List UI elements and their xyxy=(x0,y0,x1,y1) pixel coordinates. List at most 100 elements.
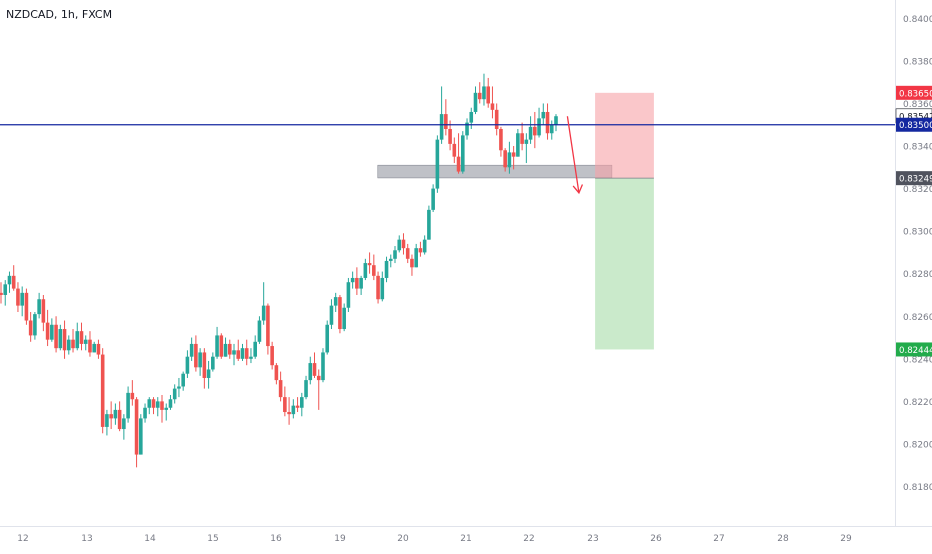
x-tick-label: 15 xyxy=(207,534,218,544)
candle-body xyxy=(151,399,156,408)
candle-body xyxy=(287,412,291,415)
candle-body xyxy=(308,363,313,381)
candle-body xyxy=(75,331,80,349)
candle-body xyxy=(490,103,495,110)
candle-body xyxy=(291,405,296,415)
candle-body xyxy=(28,320,33,336)
x-tick-label: 29 xyxy=(840,534,852,544)
price-label-box xyxy=(896,342,932,357)
candle-body xyxy=(257,320,262,342)
candle-body xyxy=(105,414,109,427)
candle-body xyxy=(397,239,402,251)
candle-body xyxy=(338,297,342,330)
price-label-box xyxy=(896,171,932,186)
candle-body xyxy=(240,348,245,359)
candle-body xyxy=(376,275,380,300)
down-arrow-head xyxy=(572,184,584,195)
candle-body xyxy=(266,305,270,347)
candle-body xyxy=(482,86,486,100)
candle-body xyxy=(134,399,139,455)
candle-body xyxy=(473,92,478,112)
candle-body xyxy=(3,284,8,295)
candle-body xyxy=(20,292,24,306)
x-tick-label: 27 xyxy=(713,534,724,544)
candle-body xyxy=(139,418,143,455)
candle-body xyxy=(359,277,363,289)
candle-body xyxy=(109,414,113,419)
candle-body xyxy=(300,397,304,408)
x-tick-label: 16 xyxy=(270,534,282,544)
candle-body xyxy=(194,343,198,368)
candle-body xyxy=(83,339,88,344)
candle-body xyxy=(71,339,75,349)
candle-body xyxy=(50,324,54,340)
candle-body xyxy=(401,239,406,249)
x-tick-label: 19 xyxy=(334,534,346,544)
candle-body xyxy=(11,275,16,289)
candle-body xyxy=(405,248,410,259)
x-tick-label: 22 xyxy=(523,534,534,544)
candle-body xyxy=(520,133,524,144)
candle-body xyxy=(342,307,346,330)
candle-body xyxy=(554,116,558,125)
candle-body xyxy=(448,128,452,144)
candle-body xyxy=(33,314,37,336)
x-tick-label: 23 xyxy=(587,534,598,544)
candle-body xyxy=(312,363,317,376)
price-label: 0.82444 xyxy=(899,346,932,356)
candle-body xyxy=(41,299,46,323)
candle-body xyxy=(206,369,211,378)
price-label: 0.83500 xyxy=(899,121,932,131)
candle-body xyxy=(346,282,351,308)
candle-body xyxy=(283,397,287,413)
candle-body xyxy=(367,263,372,266)
candle-body xyxy=(431,188,435,210)
candle-body xyxy=(270,346,274,366)
price-label: 0.83249 xyxy=(899,175,932,185)
candle-body xyxy=(54,324,58,349)
candle-body xyxy=(469,111,474,123)
candle-body xyxy=(143,407,147,419)
candle-body xyxy=(545,111,550,134)
stop-loss-zone xyxy=(595,92,654,179)
candle-body xyxy=(363,263,368,278)
candle-body xyxy=(211,356,215,370)
price-label-box xyxy=(896,117,932,132)
candle-body xyxy=(422,239,427,253)
x-tick-label: 28 xyxy=(777,534,789,544)
candle-body xyxy=(223,343,228,357)
candle-body xyxy=(316,375,321,381)
candle-body xyxy=(261,305,266,321)
candle-body xyxy=(7,275,12,285)
candle-body xyxy=(117,409,122,430)
candle-body xyxy=(58,329,63,349)
candle-body xyxy=(435,139,440,189)
candle-body xyxy=(516,133,520,157)
candle-body xyxy=(168,399,173,408)
candle-body xyxy=(537,118,541,136)
down-arrow-shaft xyxy=(566,116,580,193)
chart-title: NZDCAD, 1h, FXCM xyxy=(6,8,113,21)
candle-body xyxy=(45,322,50,340)
candle-body xyxy=(427,209,431,240)
candle-body xyxy=(329,305,334,325)
x-tick-label: 20 xyxy=(397,534,409,544)
candle-body xyxy=(113,409,118,419)
candle-body xyxy=(499,128,503,151)
candle-body xyxy=(355,277,359,289)
candle-body xyxy=(507,152,512,168)
candle-body xyxy=(227,343,232,355)
candle-body xyxy=(388,258,393,261)
candle-body xyxy=(181,373,185,387)
candle-body xyxy=(249,356,253,359)
candle-body xyxy=(528,126,533,140)
candle-body xyxy=(350,277,355,283)
candle-body xyxy=(160,401,164,410)
candle-body xyxy=(79,331,84,344)
candle-body xyxy=(414,248,418,268)
